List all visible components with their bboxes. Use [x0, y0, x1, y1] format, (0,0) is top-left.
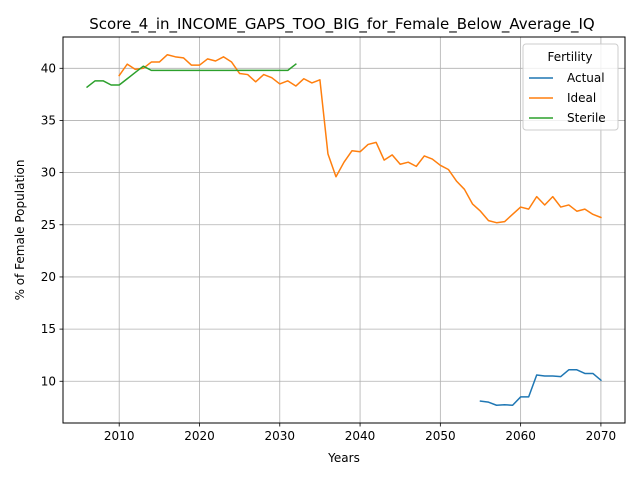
x-tick-label: 2020	[184, 429, 215, 443]
legend: Fertility Actual Ideal Sterile	[522, 43, 619, 131]
y-axis-label: % of Female Population	[13, 160, 27, 301]
y-tick-label: 15	[41, 322, 56, 336]
series-line-sterile	[86, 63, 297, 89]
legend-box	[522, 43, 619, 131]
legend-label-sterile: Sterile	[567, 111, 606, 125]
series-line-ideal	[118, 53, 602, 224]
legend-label-actual: Actual	[567, 71, 605, 85]
axis-ticks: 2010 2020 2030 2040 2050 2060 2070 10 15 20 25 30 35…	[41, 61, 616, 443]
x-tick-label: 2050	[425, 429, 456, 443]
y-tick-label: 10	[41, 374, 56, 388]
legend-title: Fertility	[547, 50, 592, 64]
series-line-actual	[479, 369, 602, 407]
y-tick-label: 25	[41, 218, 56, 232]
series-lines	[86, 53, 602, 407]
legend-label-ideal: Ideal	[567, 91, 596, 105]
x-tick-label: 2060	[505, 429, 536, 443]
y-tick-label: 40	[41, 61, 56, 75]
plot-frame	[62, 36, 626, 424]
y-tick-label: 30	[41, 166, 56, 180]
x-tick-label: 2010	[104, 429, 135, 443]
y-tick-label: 20	[41, 270, 56, 284]
x-axis-label: Years	[327, 451, 360, 465]
legend-entries: Actual Ideal Sterile	[529, 71, 606, 125]
x-tick-label: 2030	[264, 429, 295, 443]
x-tick-label: 2070	[586, 429, 617, 443]
chart-title: Score_4_in_INCOME_GAPS_TOO_BIG_for_Femal…	[89, 15, 594, 34]
x-tick-label: 2040	[345, 429, 376, 443]
y-tick-label: 35	[41, 113, 56, 127]
grid	[63, 37, 625, 423]
